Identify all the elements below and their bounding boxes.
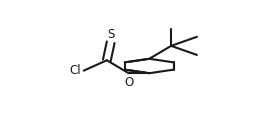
Text: O: O [124,76,133,89]
Text: S: S [107,28,114,41]
Text: Cl: Cl [69,64,81,77]
